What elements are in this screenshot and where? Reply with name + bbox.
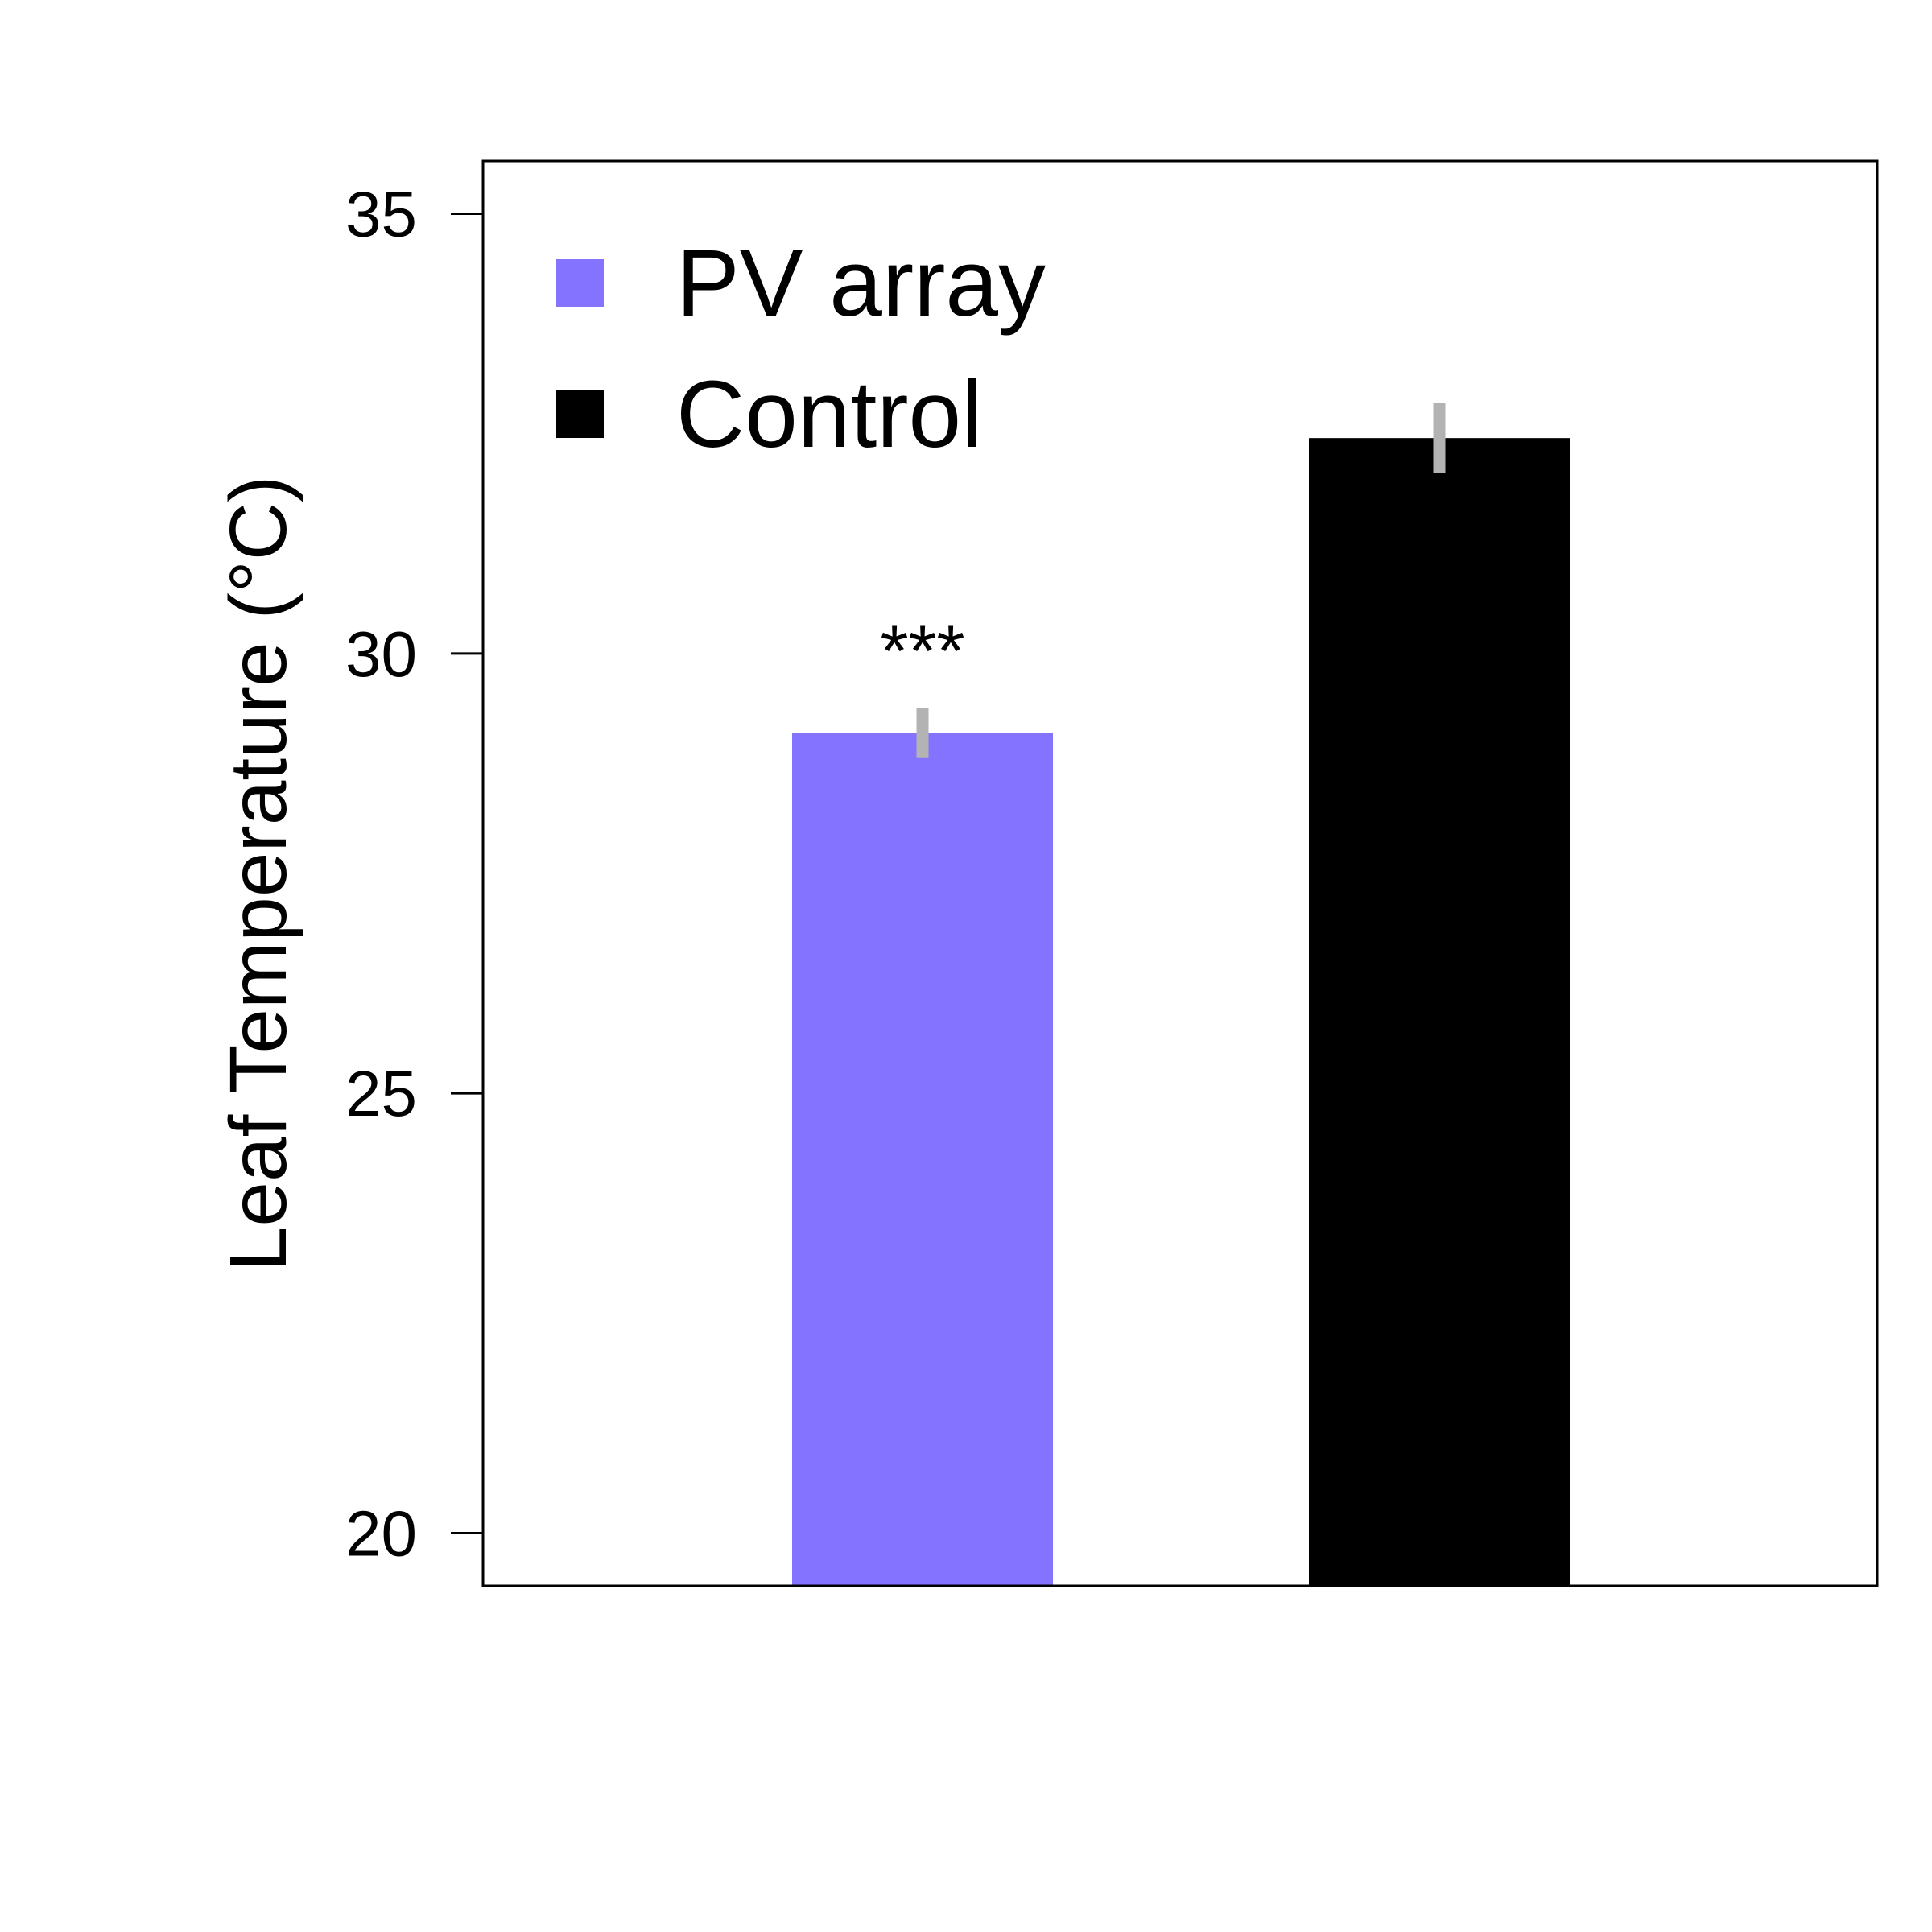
bar-pv-array (792, 733, 1053, 1586)
legend: PV array Control (556, 230, 1046, 468)
legend-label: PV array (676, 230, 1046, 336)
y-tick-label: 20 (345, 1497, 417, 1569)
legend-swatch (556, 390, 604, 438)
y-tick-label: 35 (345, 179, 417, 250)
annotations-layer: *** (880, 612, 964, 692)
plot-frame (481, 159, 1879, 1587)
y-axis: 20 25 30 35 (345, 179, 483, 1569)
y-axis-label: Leaf Temperature (°C) (213, 476, 303, 1272)
significance-annotation: *** (880, 612, 964, 692)
y-tick-label: 25 (345, 1058, 417, 1129)
bars-layer (792, 438, 1570, 1586)
error-bars-layer (916, 402, 1446, 758)
bar-control (1309, 438, 1570, 1586)
legend-swatch (556, 259, 604, 307)
legend-label: Control (676, 361, 982, 468)
y-tick-label: 30 (345, 618, 417, 690)
